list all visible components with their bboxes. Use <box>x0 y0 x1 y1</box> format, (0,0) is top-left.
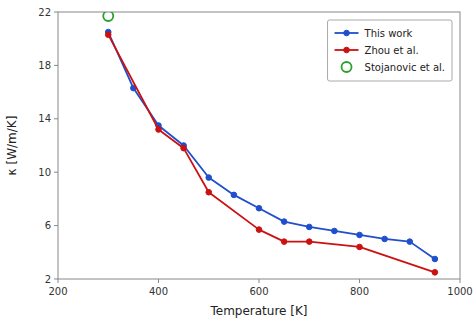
y-tick-label: 22 <box>38 7 51 18</box>
data-point <box>281 219 287 225</box>
data-point <box>206 175 212 181</box>
data-point <box>382 236 388 242</box>
legend-label: This work <box>364 28 413 39</box>
legend-label: Zhou et al. <box>365 45 419 56</box>
data-point <box>206 189 212 195</box>
legend-marker <box>344 47 350 53</box>
legend-marker <box>342 62 352 72</box>
x-axis-label: Temperature [K] <box>209 304 307 318</box>
chart: 200 400 600 800 1000 2 6 10 14 18 22 Temperature [K… <box>0 0 474 325</box>
y-tick <box>54 65 58 66</box>
data-point <box>103 12 113 21</box>
y-tick-label: 2 <box>45 274 51 285</box>
x-tick <box>460 279 461 283</box>
data-point <box>306 224 312 230</box>
legend-label: Stojanovic et al. <box>365 62 445 73</box>
x-tick-label: 800 <box>350 286 369 297</box>
data-point <box>432 270 438 276</box>
y-tick <box>54 118 58 119</box>
y-tick <box>54 172 58 173</box>
plot-data <box>103 12 437 275</box>
data-point <box>432 256 438 262</box>
data-point <box>357 244 363 250</box>
legend: This work Zhou et al. Stojanovic et al. <box>328 20 452 81</box>
data-point <box>156 127 162 133</box>
data-point <box>407 239 413 245</box>
x-tick <box>359 279 360 283</box>
x-tick-label: 1000 <box>447 286 472 297</box>
x-tick-label: 200 <box>48 286 67 297</box>
y-tick-label: 14 <box>38 113 51 124</box>
data-point <box>231 192 237 198</box>
data-point <box>256 205 262 211</box>
y-tick-label: 10 <box>38 167 51 178</box>
x-tick <box>259 279 260 283</box>
legend-marker <box>344 30 350 36</box>
x-tick-label: 600 <box>249 286 268 297</box>
y-tick-label: 6 <box>45 220 51 231</box>
x-tick <box>58 279 59 283</box>
data-point <box>357 232 363 238</box>
y-tick <box>54 279 58 280</box>
plot-frame <box>58 12 460 279</box>
x-tick <box>158 279 159 283</box>
data-point <box>105 32 111 38</box>
y-tick <box>54 225 58 226</box>
y-tick <box>54 12 58 13</box>
data-point <box>332 228 338 234</box>
legend-box <box>328 20 452 81</box>
data-point <box>181 145 187 151</box>
y-axis-label: κ [W/m/K] <box>5 116 19 176</box>
data-point <box>281 239 287 245</box>
data-point <box>306 239 312 245</box>
data-point <box>256 227 262 233</box>
x-tick-label: 400 <box>149 286 168 297</box>
y-tick-label: 18 <box>38 60 51 71</box>
